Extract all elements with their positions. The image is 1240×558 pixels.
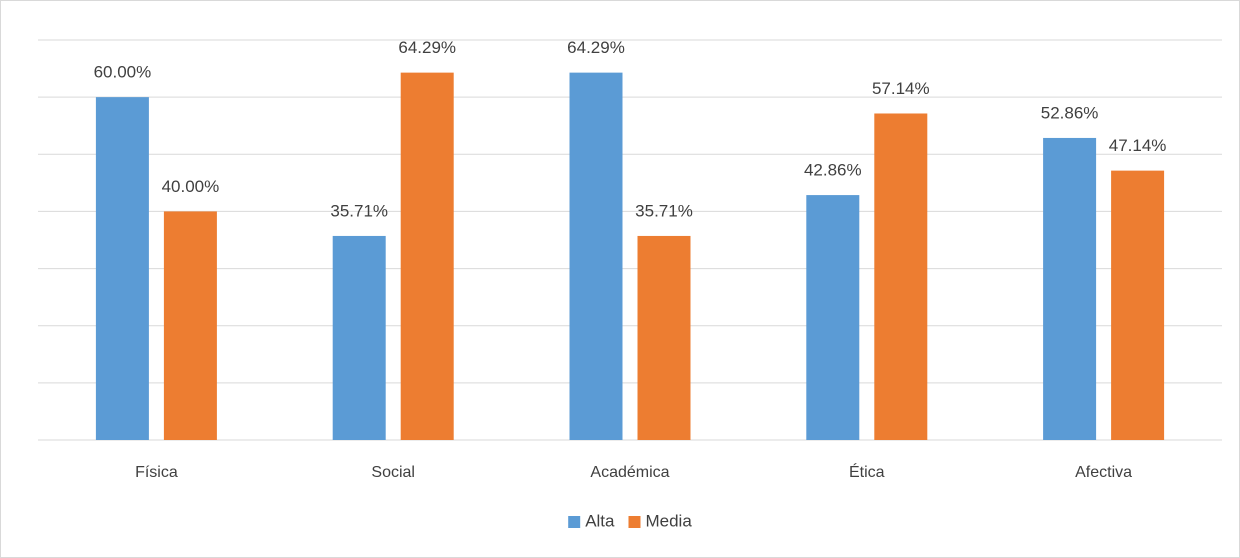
value-label: 60.00% xyxy=(94,63,152,82)
x-tick-label: Ética xyxy=(849,462,885,481)
value-label: 64.29% xyxy=(398,38,456,57)
x-tick-label: Afectiva xyxy=(1075,464,1132,481)
value-label: 64.29% xyxy=(567,38,625,57)
x-tick-label: Social xyxy=(371,464,415,481)
value-label: 40.00% xyxy=(162,177,220,196)
bar xyxy=(569,72,623,440)
value-label: 52.86% xyxy=(1041,103,1099,122)
legend-swatch xyxy=(628,516,641,528)
value-label: 42.86% xyxy=(804,161,862,180)
x-tick-label: Académica xyxy=(590,464,669,481)
bar xyxy=(1111,170,1165,440)
bar xyxy=(637,235,691,440)
bar xyxy=(1043,137,1097,440)
bar xyxy=(874,113,928,440)
bar xyxy=(95,97,149,441)
bar xyxy=(400,72,454,440)
value-label: 47.14% xyxy=(1109,136,1167,155)
legend-label: Media xyxy=(645,511,692,530)
value-label: 35.71% xyxy=(330,201,388,220)
bar xyxy=(806,195,860,440)
bar xyxy=(163,211,217,440)
value-label: 35.71% xyxy=(635,201,693,220)
legend-swatch xyxy=(568,516,581,528)
value-label: 57.14% xyxy=(872,79,930,98)
bar xyxy=(332,235,386,440)
legend-label: Alta xyxy=(585,511,615,530)
x-tick-label: Física xyxy=(135,464,178,481)
